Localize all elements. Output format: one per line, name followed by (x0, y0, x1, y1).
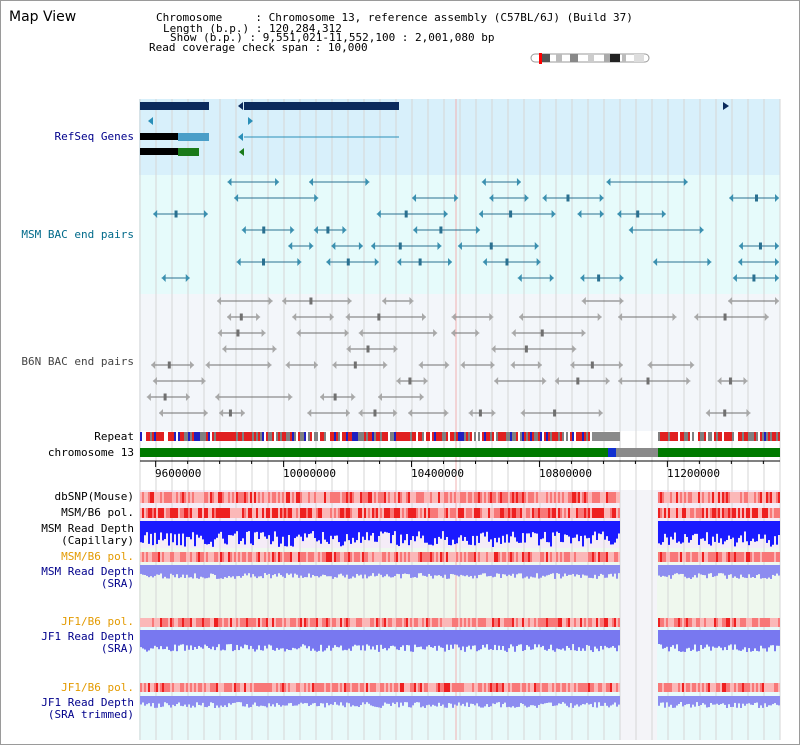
label-jf1-trimmed-line2: (SRA trimmed) (47, 708, 134, 721)
label-msm-pol: MSM/B6 pol. (61, 506, 134, 519)
label-chromosome: chromosome 13 (47, 446, 134, 459)
dbsnp-track[interactable] (140, 492, 780, 503)
tick-label: 9600000 (155, 467, 202, 480)
label-msm-capillary-line1: MSM Read Depth (41, 522, 134, 535)
repeat-track[interactable] (140, 432, 780, 441)
length-label: Length (b.p.) (163, 22, 250, 35)
ideogram-current-region (539, 53, 542, 64)
jf1-sra-depth-track[interactable] (140, 630, 780, 652)
label-msm-pol-sra: MSM/B6 pol. (61, 550, 134, 563)
label-jf1-pol: JF1/B6 pol. (61, 615, 134, 628)
label-refseq-genes[interactable]: RefSeq Genes (54, 130, 134, 143)
show-value: 9,551,021-11,552,100 : 2,001,080 bp (262, 31, 495, 44)
chromosome-label: Chromosome (156, 11, 223, 24)
info-length: Length (b.p.) : 120,284,312 (163, 22, 342, 35)
info-coverage: Read coverage check span : 10,000 (149, 41, 368, 54)
jf1-sra-trimmed-depth-track[interactable] (140, 696, 780, 708)
refseq-genes[interactable] (140, 102, 729, 156)
label-jf1-trimmed-line1: JF1 Read Depth (41, 696, 134, 709)
label-dbsnp: dbSNP(Mouse) (54, 490, 134, 503)
b6n-bac-pairs[interactable] (146, 297, 779, 417)
msm-pol-sra-track[interactable] (140, 552, 780, 562)
jf1-pol-track[interactable] (140, 618, 780, 627)
chromosome-value: Chromosome 13, reference assembly (C57BL… (268, 11, 633, 24)
coverage-value: 10,000 (327, 41, 368, 54)
tick-label: 10400000 (411, 467, 464, 480)
tick-label: 11200000 (667, 467, 720, 480)
page-title: Map View (9, 9, 77, 25)
label-jf1-sra-line1: JF1 Read Depth (41, 630, 134, 643)
chromosome-bar-gap (616, 448, 658, 457)
info-chromosome: Chromosome : Chromosome 13, reference as… (156, 11, 633, 24)
msm-sra-depth-track[interactable] (140, 565, 780, 579)
tick-label: 10800000 (539, 467, 592, 480)
label-b6n-bac[interactable]: B6N BAC end pairs (21, 355, 134, 368)
coverage-label: Read coverage check span (149, 41, 308, 54)
label-jf1-sra-line2: (SRA) (100, 642, 134, 655)
chromosome-bar[interactable] (140, 448, 780, 457)
jf1-pol-trimmed-track[interactable] (140, 683, 780, 692)
label-msm-capillary-line2: (Capillary) (61, 534, 134, 547)
label-jf1-trimmed: JF1 Read Depth (SRA trimmed) (41, 697, 134, 721)
label-msm-capillary: MSM Read Depth (Capillary) (41, 523, 134, 547)
msm-bac-pairs[interactable] (153, 178, 779, 282)
label-msm-bac[interactable]: MSM BAC end pairs (21, 228, 134, 241)
info-show: Show (b.p.) : 9,551,021-11,552,100 : 2,0… (170, 31, 495, 44)
label-msm-sra-line1: MSM Read Depth (41, 565, 134, 578)
chromosome-ideogram[interactable] (530, 53, 654, 65)
chromosome-bar-highlight (608, 448, 616, 457)
label-msm-sra-line2: (SRA) (100, 577, 134, 590)
length-value: 120,284,312 (268, 22, 342, 35)
msm-pol-track[interactable] (140, 508, 780, 518)
label-repeat: Repeat (94, 430, 134, 443)
show-label: Show (b.p.) (170, 31, 243, 44)
axis-ticks (155, 461, 764, 467)
label-jf1-pol-trimmed: JF1/B6 pol. (61, 681, 134, 694)
msm-capillary-depth-track[interactable] (140, 521, 780, 547)
label-msm-sra: MSM Read Depth (SRA) (41, 566, 134, 590)
label-jf1-sra: JF1 Read Depth (SRA) (41, 631, 134, 655)
gap-region (620, 490, 657, 740)
tick-label: 10000000 (283, 467, 336, 480)
